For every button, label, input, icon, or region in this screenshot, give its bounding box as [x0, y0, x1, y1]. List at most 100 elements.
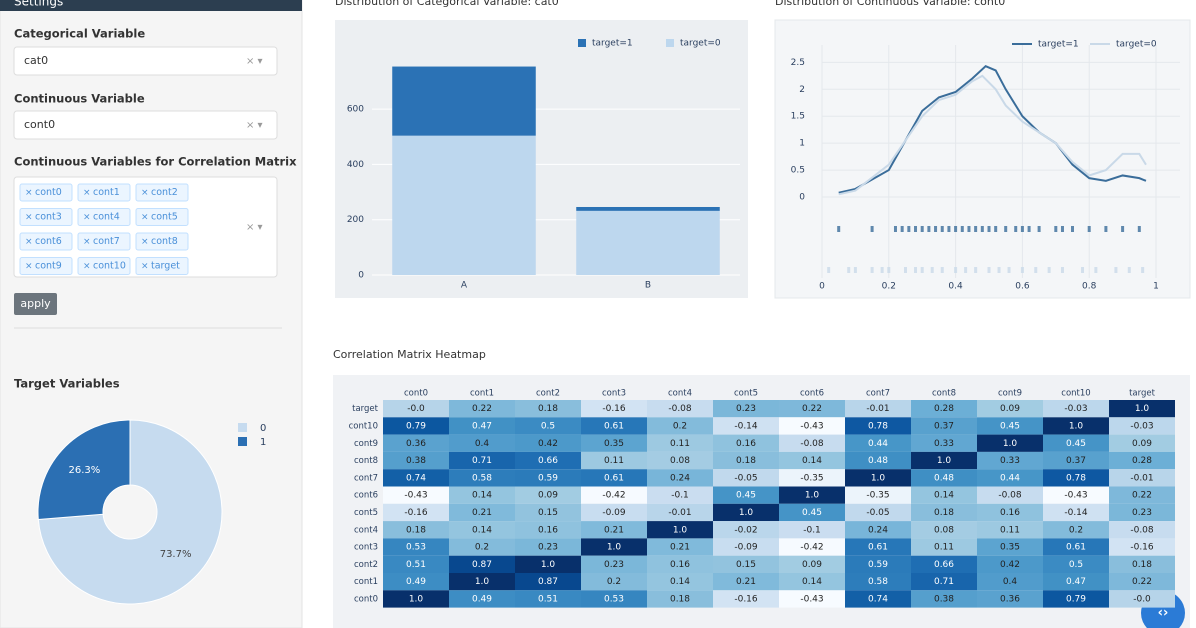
heatmap-cell [845, 555, 911, 573]
cell-label: 0.21 [736, 577, 756, 587]
rug-mark [920, 226, 924, 232]
cell-label: -0.43 [404, 491, 427, 501]
tag-remove: × [25, 213, 33, 223]
select[interactable] [13, 110, 278, 140]
column-label: cont8 [932, 389, 956, 399]
rug-mark [1087, 226, 1091, 232]
heatmap-cell [977, 590, 1043, 608]
tag [19, 183, 73, 202]
row-label: target [352, 404, 379, 414]
heatmap-cell [911, 486, 977, 504]
heatmap-cell [713, 503, 779, 522]
bar [392, 135, 536, 275]
clear-icon[interactable]: × ▾ [246, 56, 263, 67]
heatmap-cell [647, 573, 713, 591]
cell-label: 1.0 [607, 543, 622, 553]
rug-mark [987, 226, 991, 232]
cell-label: 0.33 [934, 439, 954, 449]
x-tick-label: 0.4 [948, 282, 963, 292]
heatmap-cell [581, 400, 647, 418]
column-label: cont5 [734, 389, 758, 399]
tag-label: target [151, 261, 180, 272]
heatmap-cell [713, 590, 779, 608]
heatmap-cell [779, 417, 845, 435]
heatmap-cell [779, 451, 845, 470]
tag-remove: × [141, 213, 149, 223]
cell-label: 1.0 [541, 560, 556, 570]
column-label: cont6 [800, 389, 824, 399]
rug-mark [1094, 267, 1098, 273]
heatmap-cell [449, 521, 515, 539]
legend-swatch [578, 39, 586, 47]
cell-label: 1.0 [739, 508, 754, 518]
cell-label: 0.08 [670, 456, 690, 466]
cell-label: -0.1 [671, 491, 689, 501]
cell-label: 0.42 [538, 439, 558, 449]
y-tick-label: 1 [799, 139, 805, 149]
legend-label: target=1 [1038, 40, 1079, 50]
rug-mark [1121, 226, 1125, 232]
clear-icon[interactable]: × ▾ [246, 120, 263, 131]
clear-icon[interactable]: × ▾ [246, 222, 263, 233]
y-tick-label: 200 [347, 215, 364, 225]
legend-label: 0 [260, 423, 266, 434]
heatmap-cell [911, 451, 977, 470]
select[interactable] [13, 46, 278, 76]
heatmap-cell [1043, 573, 1109, 591]
apply-button[interactable] [14, 293, 57, 315]
row-label: cont7 [354, 473, 378, 483]
heatmap-cell [911, 469, 977, 487]
tag [135, 183, 189, 202]
rug-mark [907, 226, 911, 232]
rug-mark [853, 267, 857, 273]
cell-label: 0.51 [406, 560, 426, 570]
heatmap-cell [581, 486, 647, 504]
cell-label: 0.23 [736, 404, 756, 414]
heatmap-cell [779, 590, 845, 608]
cell-label: 1.0 [1069, 421, 1084, 431]
heatmap-cell [779, 521, 845, 539]
cell-label: 0.45 [1066, 439, 1086, 449]
heatmap-cell [845, 573, 911, 591]
cell-label: 0.22 [472, 404, 492, 414]
apply-button-text: apply [20, 297, 51, 310]
rug-mark [987, 267, 991, 273]
rug-mark [947, 226, 951, 232]
cell-label: 0.11 [604, 456, 624, 466]
legend-label: target=1 [592, 39, 633, 49]
tag [77, 232, 131, 251]
cell-label: -0.16 [602, 404, 626, 414]
heatmap-cell [1043, 451, 1109, 470]
cell-label: 0.11 [934, 543, 954, 553]
row-label: cont8 [354, 456, 378, 466]
select-value: cont0 [24, 118, 55, 131]
heatmap-cell [779, 469, 845, 487]
heatmap-cell [713, 417, 779, 435]
heatmap-cell [515, 486, 581, 504]
heatmap-cell [383, 469, 449, 487]
heatmap-cell [449, 590, 515, 608]
cell-label: -0.16 [404, 508, 428, 518]
heatmap-cell [1043, 400, 1109, 418]
multi-select[interactable] [13, 176, 278, 278]
pie-slice [37, 419, 131, 521]
cell-label: 1.0 [673, 525, 688, 535]
density-title: Distribution of Continuous Variable: con… [775, 0, 1005, 8]
cell-label: 0.78 [1066, 473, 1086, 483]
heatmap-cell [647, 590, 713, 608]
cell-label: 1.0 [937, 456, 952, 466]
column-label: cont9 [998, 389, 1022, 399]
cell-label: -0.03 [1064, 404, 1087, 414]
tag-label: cont2 [151, 187, 178, 198]
rug-mark [974, 226, 978, 232]
heatmap-cell [845, 434, 911, 452]
column-label: cont0 [404, 389, 428, 399]
cell-label: 0.44 [1000, 473, 1020, 483]
cell-label: 0.14 [802, 456, 822, 466]
pie-title: Target Variables [14, 377, 120, 391]
heatmap-cell [779, 503, 845, 522]
cell-label: 0.71 [472, 456, 492, 466]
heatmap-cell [1109, 573, 1175, 591]
heatmap-cell [911, 503, 977, 522]
x-tick-label: 0.8 [1082, 282, 1097, 292]
